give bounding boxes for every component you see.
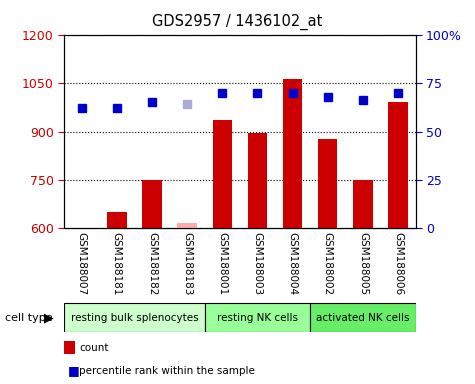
Bar [205, 303, 310, 332]
Text: GSM188181: GSM188181 [112, 232, 122, 296]
Text: activated NK cells: activated NK cells [316, 313, 409, 323]
Text: GSM188006: GSM188006 [393, 232, 403, 295]
Text: GSM188182: GSM188182 [147, 232, 157, 296]
Bar [389, 103, 408, 228]
Bar [64, 303, 205, 332]
Text: GSM188005: GSM188005 [358, 232, 368, 295]
Text: GSM188003: GSM188003 [252, 232, 263, 295]
Text: cell type: cell type [5, 313, 52, 323]
Bar [142, 180, 162, 228]
Text: GSM188002: GSM188002 [323, 232, 333, 295]
Bar [107, 212, 126, 228]
Text: count: count [79, 343, 109, 353]
Text: resting NK cells: resting NK cells [217, 313, 298, 323]
Text: GSM188001: GSM188001 [217, 232, 228, 295]
Bar [318, 139, 337, 228]
Bar [248, 133, 267, 228]
Text: GDS2957 / 1436102_at: GDS2957 / 1436102_at [152, 13, 323, 30]
Bar [353, 180, 372, 228]
Bar [213, 119, 232, 228]
Bar [310, 303, 416, 332]
Text: resting bulk splenocytes: resting bulk splenocytes [71, 313, 198, 323]
Text: GSM188007: GSM188007 [76, 232, 87, 295]
Text: GSM188183: GSM188183 [182, 232, 192, 296]
Bar [283, 79, 302, 228]
Text: ▶: ▶ [44, 311, 54, 324]
Text: percentile rank within the sample: percentile rank within the sample [79, 366, 255, 376]
Text: ■: ■ [67, 364, 79, 377]
Bar [178, 223, 197, 228]
Text: GSM188004: GSM188004 [287, 232, 298, 295]
